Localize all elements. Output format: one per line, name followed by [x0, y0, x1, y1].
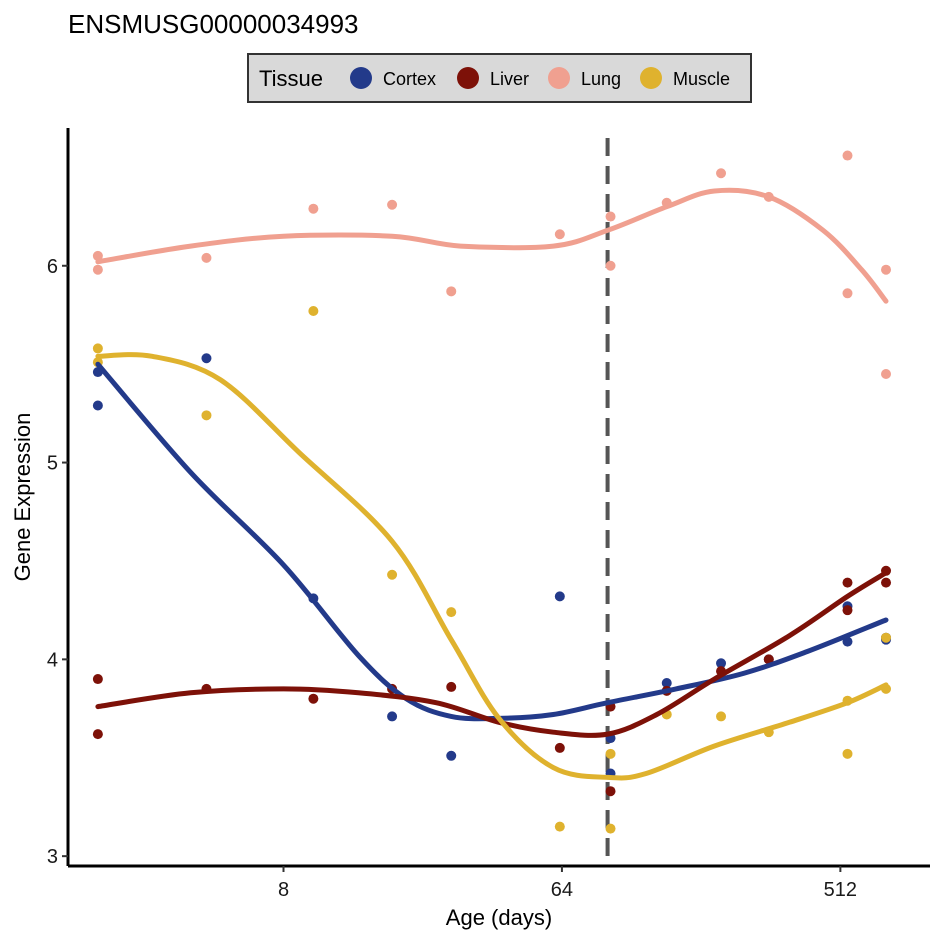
axes: 3 4 5 6 8 64 512 [47, 128, 930, 901]
point-muscle [716, 711, 727, 722]
point-cortex [661, 677, 672, 688]
point-lung [605, 260, 616, 271]
legend-label-muscle: Muscle [673, 69, 730, 89]
point-muscle [308, 306, 319, 317]
legend-swatch-cortex [350, 67, 372, 89]
point-lung [716, 168, 727, 179]
x-tick-label: 8 [278, 879, 289, 901]
point-liver [842, 577, 853, 588]
legend-items: Cortex Liver Lung Muscle [350, 67, 730, 89]
point-lung [92, 250, 103, 261]
point-liver [308, 693, 319, 704]
legend-swatch-lung [548, 67, 570, 89]
y-axis-title: Gene Expression [10, 413, 35, 582]
legend-label-lung: Lung [581, 69, 621, 89]
point-lung [605, 211, 616, 222]
point-cortex [387, 711, 398, 722]
series-liver [92, 565, 892, 797]
x-tick-label: 64 [551, 879, 573, 901]
x-tick-label: 512 [824, 879, 857, 901]
point-cortex [554, 591, 565, 602]
legend-label-cortex: Cortex [383, 69, 436, 89]
point-liver [605, 786, 616, 797]
point-muscle [446, 607, 457, 618]
point-liver [92, 674, 103, 685]
legend-swatch-liver [457, 67, 479, 89]
trend-line-muscle [95, 352, 889, 781]
point-liver [763, 654, 774, 665]
point-liver [92, 729, 103, 740]
point-muscle [387, 569, 398, 580]
chart-title: ENSMUSG00000034993 [68, 9, 359, 39]
series-cortex [92, 353, 892, 779]
point-lung [387, 199, 398, 210]
point-liver [842, 605, 853, 616]
series-muscle [92, 306, 892, 834]
point-muscle [554, 821, 565, 832]
point-cortex [446, 750, 457, 761]
point-lung [842, 150, 853, 161]
y-tick-label: 6 [47, 256, 58, 278]
point-cortex [92, 400, 103, 411]
point-lung [308, 203, 319, 214]
chart-marks [92, 138, 892, 866]
point-lung [842, 288, 853, 299]
legend-label-liver: Liver [490, 69, 529, 89]
point-liver [554, 742, 565, 753]
y-tick-label: 3 [47, 846, 58, 868]
x-axis-title: Age (days) [446, 905, 552, 930]
point-muscle [605, 823, 616, 834]
point-lung [554, 229, 565, 240]
trend-line-liver [95, 570, 889, 738]
y-tick-label: 5 [47, 453, 58, 475]
series-lung [92, 150, 892, 379]
y-tick-label: 4 [47, 649, 58, 671]
point-muscle [842, 748, 853, 759]
point-lung [92, 264, 103, 275]
legend-swatch-muscle [640, 67, 662, 89]
point-liver [446, 681, 457, 692]
point-cortex [201, 353, 212, 364]
point-lung [446, 286, 457, 297]
point-liver [881, 577, 892, 588]
point-cortex [716, 658, 727, 669]
point-muscle [92, 343, 103, 354]
legend-box [247, 53, 752, 103]
trend-line-lung [95, 187, 889, 304]
point-lung [881, 369, 892, 379]
legend-title: Tissue [259, 66, 323, 91]
point-muscle [605, 748, 616, 759]
legend: Tissue Cortex Liver Lung Muscle [247, 53, 752, 103]
point-lung [881, 264, 892, 275]
point-muscle [201, 410, 212, 421]
trend-line-cortex [95, 361, 889, 722]
point-lung [201, 252, 212, 263]
point-muscle [881, 632, 892, 643]
